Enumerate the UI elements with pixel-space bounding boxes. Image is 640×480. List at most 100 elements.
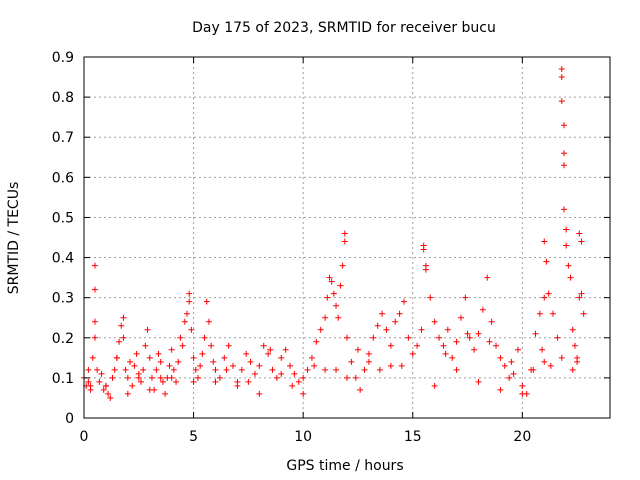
data-point: [265, 350, 272, 357]
data-point: [576, 294, 583, 301]
data-point: [210, 358, 217, 365]
x-tick-label: 20: [513, 429, 531, 445]
data-point: [427, 294, 434, 301]
data-point: [462, 294, 469, 301]
plot-frame: [83, 56, 611, 419]
data-point: [116, 338, 123, 345]
y-tick-label: 0.4: [52, 251, 74, 267]
data-point: [539, 346, 546, 353]
data-point: [109, 374, 116, 381]
data-point: [558, 74, 565, 81]
data-point: [188, 326, 195, 333]
data-point: [311, 362, 318, 369]
data-point: [357, 386, 364, 393]
data-point: [94, 366, 101, 373]
data-point: [335, 314, 342, 321]
data-point: [256, 362, 263, 369]
data-point: [580, 310, 587, 317]
data-point: [300, 390, 307, 397]
data-point: [322, 314, 329, 321]
data-point: [111, 366, 118, 373]
data-point: [85, 378, 92, 385]
data-point: [245, 378, 252, 385]
y-tick-label: 0.7: [52, 130, 74, 146]
data-point: [541, 238, 548, 245]
data-point: [144, 326, 151, 333]
data-points: [81, 66, 587, 401]
data-point: [530, 366, 537, 373]
data-point: [212, 366, 219, 373]
data-point: [488, 318, 495, 325]
data-point: [519, 390, 526, 397]
data-point: [157, 358, 164, 365]
data-point: [122, 366, 129, 373]
data-point: [194, 374, 201, 381]
data-point: [339, 262, 346, 269]
data-point: [155, 350, 162, 357]
data-point: [203, 298, 210, 305]
data-point: [574, 358, 581, 365]
data-point: [175, 358, 182, 365]
data-point: [89, 354, 96, 361]
data-point: [278, 354, 285, 361]
data-point: [251, 370, 258, 377]
y-tick-label: 0.8: [52, 90, 74, 106]
y-tick-label: 0: [65, 411, 74, 427]
data-point: [87, 382, 94, 389]
data-point: [190, 378, 197, 385]
data-point: [142, 342, 149, 349]
data-point: [192, 366, 199, 373]
data-point: [282, 346, 289, 353]
data-point: [420, 246, 427, 253]
data-point: [269, 366, 276, 373]
data-point: [405, 334, 412, 341]
y-axis-label: SRMTID / TECUs: [6, 182, 22, 295]
data-point: [256, 390, 263, 397]
data-point: [260, 342, 267, 349]
data-point: [510, 370, 517, 377]
data-point: [197, 362, 204, 369]
data-point: [181, 318, 188, 325]
data-point: [238, 366, 245, 373]
data-point: [396, 310, 403, 317]
data-point: [168, 346, 175, 353]
data-point: [304, 366, 311, 373]
data-point: [475, 330, 482, 337]
data-point: [449, 354, 456, 361]
data-point: [186, 298, 193, 305]
data-point: [278, 370, 285, 377]
data-point: [168, 374, 175, 381]
grid: [84, 57, 610, 418]
data-point: [287, 362, 294, 369]
data-point: [173, 378, 180, 385]
data-point: [464, 330, 471, 337]
data-point: [541, 358, 548, 365]
data-point: [300, 374, 307, 381]
data-point: [337, 282, 344, 289]
data-point: [558, 66, 565, 73]
data-point: [153, 366, 160, 373]
data-point: [91, 318, 98, 325]
data-point: [243, 350, 250, 357]
data-point: [578, 238, 585, 245]
data-point: [365, 358, 372, 365]
data-point: [295, 378, 302, 385]
data-point: [179, 342, 186, 349]
data-point: [333, 366, 340, 373]
data-point: [333, 302, 340, 309]
x-tick-label: 15: [404, 429, 422, 445]
data-point: [199, 350, 206, 357]
data-point: [567, 274, 574, 281]
data-point: [352, 374, 359, 381]
data-point: [133, 350, 140, 357]
data-point: [576, 230, 583, 237]
data-point: [186, 290, 193, 297]
data-point: [409, 350, 416, 357]
data-point: [328, 278, 335, 285]
data-point: [506, 374, 513, 381]
data-point: [436, 334, 443, 341]
data-point: [383, 326, 390, 333]
data-point: [131, 362, 138, 369]
data-point: [560, 206, 567, 213]
